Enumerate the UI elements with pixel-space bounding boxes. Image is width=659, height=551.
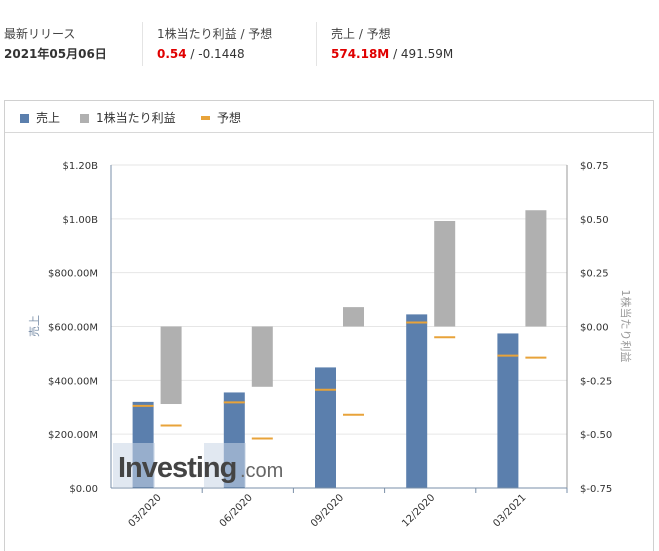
summary-divider (316, 22, 317, 66)
y-tick-label: $0.00 (69, 484, 98, 495)
eps-bar (251, 326, 273, 387)
revenue-bar (315, 367, 336, 488)
y2-tick-label: $0.50 (580, 215, 609, 226)
latest-release: 最新リリース 2021年05月06日 (4, 26, 107, 63)
x-tick-label: 03/2020 (127, 492, 164, 529)
chart-legend: 売上 1株当たり利益 予想 (5, 101, 653, 133)
revenue-summary-value: 574.18M / 491.59M (331, 45, 453, 63)
legend-swatch-revenue (20, 114, 29, 123)
y-tick-label: $1.00B (63, 215, 99, 226)
x-tick-label: 03/2021 (491, 492, 528, 529)
eps-separator: / (186, 47, 199, 61)
revenue-summary-label: 売上 / 予想 (331, 27, 391, 41)
eps-actual: 0.54 (157, 47, 187, 61)
eps-summary: 1株当たり利益 / 予想 0.54 / -0.1448 (157, 26, 272, 63)
revenue-summary: 売上 / 予想 574.18M / 491.59M (331, 26, 453, 63)
eps-bar (343, 307, 364, 327)
y2-tick-label: $0.25 (580, 269, 609, 280)
latest-release-value: 2021年05月06日 (4, 45, 107, 63)
watermark-suffix: .com (240, 460, 283, 482)
eps-bar (160, 326, 182, 405)
legend-label-eps: 1株当たり利益 (96, 111, 176, 125)
legend-label-revenue: 売上 (36, 111, 61, 125)
legend-swatch-eps (80, 114, 89, 123)
y-tick-label: $1.20B (63, 161, 99, 172)
x-tick-label: 12/2020 (400, 492, 437, 529)
latest-release-label: 最新リリース (4, 27, 76, 41)
watermark-block (113, 443, 155, 487)
investing-watermark: Investing .com (113, 443, 283, 487)
chart-bars (132, 210, 547, 488)
y-tick-label: $400.00M (48, 376, 98, 387)
revenue-forecast: 491.59M (400, 47, 454, 61)
y-tick-label: $800.00M (48, 269, 98, 280)
eps-summary-value: 0.54 / -0.1448 (157, 45, 272, 63)
y2-tick-label: $-0.50 (580, 430, 612, 441)
earnings-chart-panel: 売上 1株当たり利益 予想 (4, 100, 654, 551)
legend-label-forecast: 予想 (217, 111, 242, 125)
y2-tick-label: $0.75 (580, 161, 609, 172)
eps-summary-label: 1株当たり利益 / 予想 (157, 27, 273, 41)
revenue-separator: / (389, 47, 401, 61)
revenue-bar (497, 333, 519, 488)
watermark-brand: Investing (118, 452, 236, 484)
revenue-bar (406, 314, 428, 488)
summary-divider (142, 22, 143, 66)
watermark-block (204, 443, 246, 487)
y-axis-title: 売上 (28, 315, 41, 337)
x-tick-label: 06/2020 (218, 492, 255, 529)
y2-tick-label: $0.00 (580, 323, 609, 334)
eps-forecast: -0.1448 (198, 47, 245, 61)
chart-forecast-marks (132, 321, 547, 440)
y-tick-label: $200.00M (48, 430, 98, 441)
eps-bar (525, 210, 547, 327)
legend-item-revenue[interactable]: 売上 (20, 109, 60, 126)
latest-release-date: 2021年05月06日 (4, 47, 107, 61)
legend-item-forecast[interactable]: 予想 (201, 109, 241, 126)
y2-axis-title: 1株当たり利益 (619, 290, 633, 363)
legend-swatch-forecast (201, 116, 210, 120)
y2-tick-label: $-0.25 (580, 376, 612, 387)
y2-tick-label: $-0.75 (580, 484, 612, 495)
y-tick-label: $600.00M (48, 323, 98, 334)
x-tick-label: 09/2020 (309, 492, 346, 529)
eps-bar (434, 220, 456, 327)
earnings-summary: 最新リリース 2021年05月06日 1株当たり利益 / 予想 0.54 / -… (0, 0, 659, 90)
legend-item-eps[interactable]: 1株当たり利益 (80, 109, 176, 126)
revenue-actual: 574.18M (331, 47, 390, 61)
